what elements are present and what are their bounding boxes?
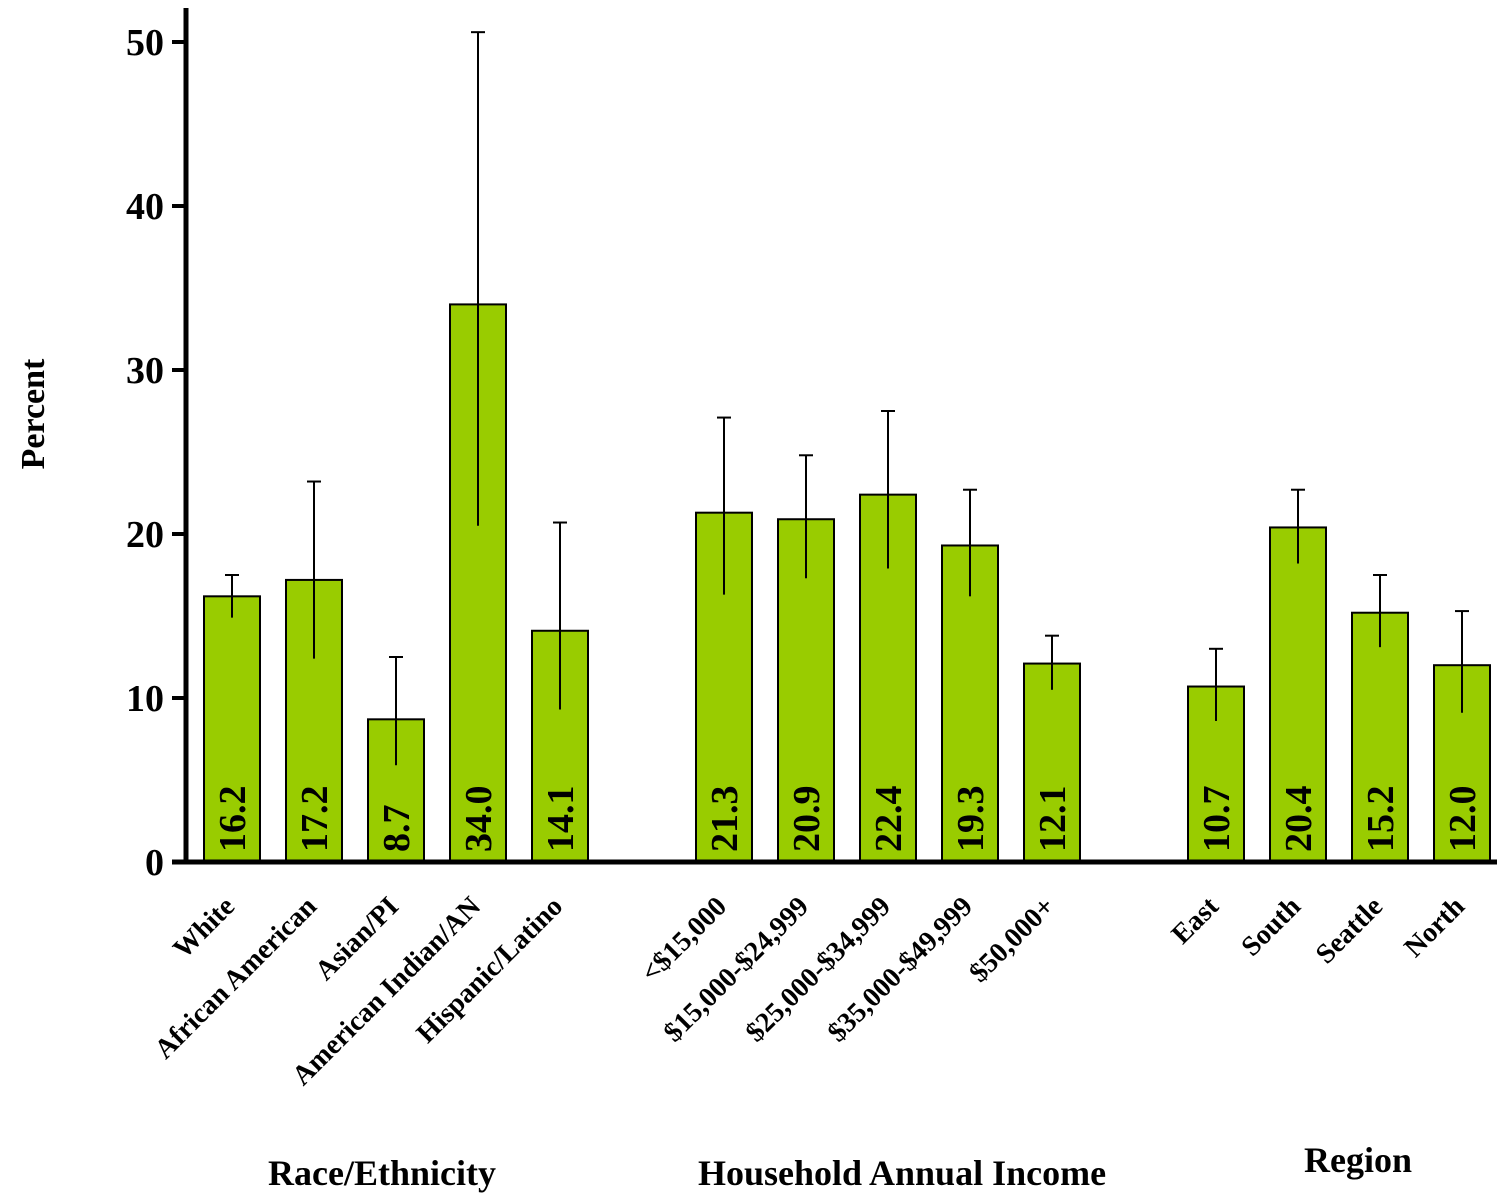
y-tick-label: 20 [126, 514, 164, 556]
bar-value-label: 19.3 [950, 786, 992, 853]
category-label: North [1398, 891, 1471, 964]
category-label: $15,000-$24,999 [658, 891, 815, 1048]
group-label: Region [1304, 1140, 1412, 1180]
category-label: $35,000-$49,999 [822, 891, 979, 1048]
bar-value-label: 20.4 [1278, 786, 1320, 853]
bar-value-label: 10.7 [1196, 786, 1238, 853]
axis-layer: 0 10 20 30 40 50 [126, 8, 1497, 884]
bar-value-label: 16.2 [212, 786, 254, 853]
y-tick-label: 10 [126, 678, 164, 720]
y-tick-label: 0 [145, 842, 164, 884]
y-tick-label: 50 [126, 22, 164, 64]
category-label: Seattle [1310, 891, 1389, 970]
bars-layer [203, 31, 1491, 864]
bar-value-label: 12.1 [1032, 786, 1074, 853]
y-tick-label: 30 [126, 350, 164, 392]
category-label: Hispanic/Latino [411, 891, 569, 1049]
bar-value-label: 17.2 [294, 786, 336, 853]
y-axis-title: Percent [15, 358, 52, 469]
group-label: Race/Ethnicity [268, 1153, 496, 1193]
bar-value-label: 21.3 [704, 786, 746, 853]
bar-value-label: 15.2 [1360, 786, 1402, 853]
category-label: East [1166, 891, 1226, 951]
bar [1351, 611, 1409, 863]
category-label: $50,000+ [963, 891, 1061, 989]
bar-value-label: 20.9 [786, 786, 828, 853]
category-label: $25,000-$34,999 [740, 891, 897, 1048]
bar-value-label: 22.4 [868, 786, 910, 853]
bar [1023, 662, 1081, 863]
bar-value-label: 14.1 [540, 786, 582, 853]
bar [203, 595, 261, 863]
category-label: White [167, 891, 241, 965]
bar-value-label: 8.7 [376, 805, 418, 853]
bar-value-label: 34.0 [458, 786, 500, 853]
bar [1269, 526, 1327, 863]
group-label: Household Annual Income [698, 1153, 1106, 1193]
category-label: South [1235, 891, 1307, 963]
bar [941, 544, 999, 863]
y-tick-label: 40 [126, 186, 164, 228]
bar-value-label: 12.0 [1442, 786, 1484, 853]
